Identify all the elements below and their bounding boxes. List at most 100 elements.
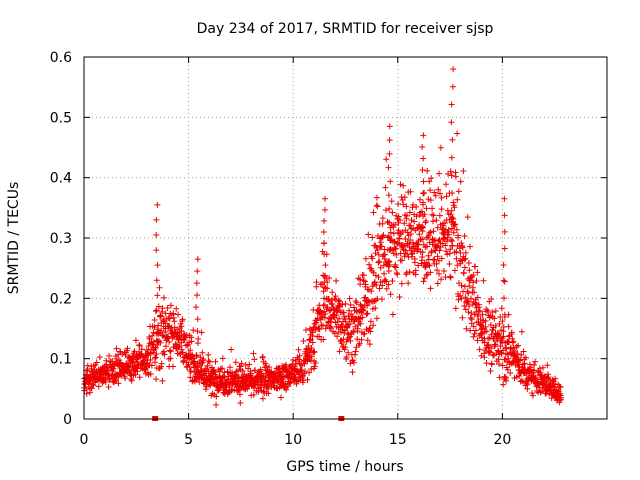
data-point bbox=[537, 389, 544, 396]
data-point bbox=[236, 391, 243, 398]
data-point bbox=[492, 341, 499, 348]
data-point bbox=[325, 296, 332, 303]
data-point bbox=[153, 247, 160, 254]
data-point bbox=[386, 150, 393, 157]
y-tick-label: 0.1 bbox=[50, 352, 72, 368]
data-point bbox=[228, 346, 235, 353]
data-point bbox=[308, 353, 315, 360]
data-point bbox=[373, 194, 380, 201]
data-point bbox=[467, 243, 474, 250]
data-point bbox=[433, 217, 440, 224]
data-point bbox=[458, 295, 465, 302]
data-point bbox=[454, 196, 461, 203]
data-point bbox=[406, 268, 413, 275]
data-point bbox=[396, 235, 403, 242]
data-point bbox=[301, 370, 308, 377]
data-point bbox=[492, 322, 499, 329]
data-point bbox=[430, 212, 437, 219]
data-point bbox=[255, 388, 262, 395]
data-point bbox=[385, 267, 392, 274]
data-point bbox=[395, 227, 402, 234]
data-point bbox=[420, 155, 427, 162]
data-point bbox=[448, 154, 455, 161]
data-point bbox=[460, 168, 467, 175]
data-point bbox=[176, 332, 183, 339]
data-point bbox=[398, 257, 405, 264]
data-point bbox=[155, 303, 162, 310]
x-tick-label: 10 bbox=[284, 432, 302, 448]
data-point bbox=[295, 356, 302, 363]
data-point bbox=[459, 314, 466, 321]
data-point bbox=[84, 362, 91, 369]
data-point bbox=[520, 348, 527, 355]
data-point bbox=[422, 219, 429, 226]
data-point bbox=[372, 305, 379, 312]
data-point bbox=[197, 354, 204, 361]
data-point bbox=[306, 369, 313, 376]
data-point bbox=[492, 307, 499, 314]
data-point bbox=[383, 278, 390, 285]
data-point bbox=[395, 201, 402, 208]
data-point bbox=[457, 249, 464, 256]
data-point bbox=[178, 346, 185, 353]
data-point bbox=[154, 292, 161, 299]
data-point bbox=[164, 305, 171, 311]
data-point bbox=[420, 190, 427, 197]
data-point bbox=[86, 389, 93, 396]
data-point bbox=[194, 328, 201, 335]
data-point bbox=[227, 364, 234, 371]
data-point bbox=[152, 308, 159, 315]
data-point bbox=[362, 281, 369, 288]
data-point bbox=[430, 228, 437, 235]
data-point bbox=[364, 302, 371, 309]
data-point bbox=[213, 393, 220, 400]
data-point bbox=[413, 203, 420, 210]
data-point bbox=[454, 262, 461, 269]
data-point bbox=[198, 329, 205, 336]
data-point bbox=[483, 328, 490, 335]
data-point bbox=[145, 342, 152, 349]
data-point bbox=[434, 267, 441, 274]
data-point bbox=[326, 275, 333, 282]
data-point bbox=[322, 310, 329, 317]
data-point bbox=[448, 236, 455, 243]
data-point bbox=[313, 279, 320, 286]
data-point bbox=[183, 331, 190, 338]
data-point bbox=[501, 311, 508, 318]
data-point bbox=[507, 369, 514, 376]
data-point bbox=[434, 224, 441, 231]
data-point bbox=[440, 222, 447, 229]
data-point bbox=[442, 242, 449, 249]
data-point bbox=[354, 308, 361, 315]
data-point bbox=[509, 335, 516, 342]
data-point bbox=[451, 267, 458, 274]
data-point bbox=[193, 304, 200, 311]
data-point bbox=[153, 307, 160, 314]
data-point bbox=[386, 137, 393, 144]
data-point bbox=[396, 294, 403, 301]
data-point bbox=[488, 331, 495, 338]
data-point bbox=[219, 365, 226, 372]
data-point bbox=[503, 377, 510, 384]
data-point bbox=[346, 321, 353, 328]
data-point bbox=[382, 251, 389, 258]
data-point bbox=[469, 284, 476, 291]
data-point bbox=[467, 314, 474, 321]
data-point bbox=[488, 345, 495, 352]
data-point bbox=[162, 320, 169, 327]
data-point bbox=[311, 363, 318, 370]
data-point bbox=[239, 368, 246, 375]
data-point bbox=[557, 394, 564, 401]
data-point bbox=[500, 262, 507, 269]
chart-title: Day 234 of 2017, SRMTID for receiver sjs… bbox=[197, 21, 494, 37]
data-point bbox=[502, 344, 509, 351]
data-point bbox=[436, 236, 443, 243]
data-point bbox=[499, 362, 506, 369]
data-point bbox=[309, 339, 316, 346]
data-point bbox=[403, 212, 410, 219]
data-point bbox=[419, 224, 426, 231]
data-point bbox=[411, 218, 418, 225]
data-point bbox=[447, 274, 454, 281]
data-point bbox=[309, 329, 316, 336]
data-point bbox=[316, 326, 323, 333]
